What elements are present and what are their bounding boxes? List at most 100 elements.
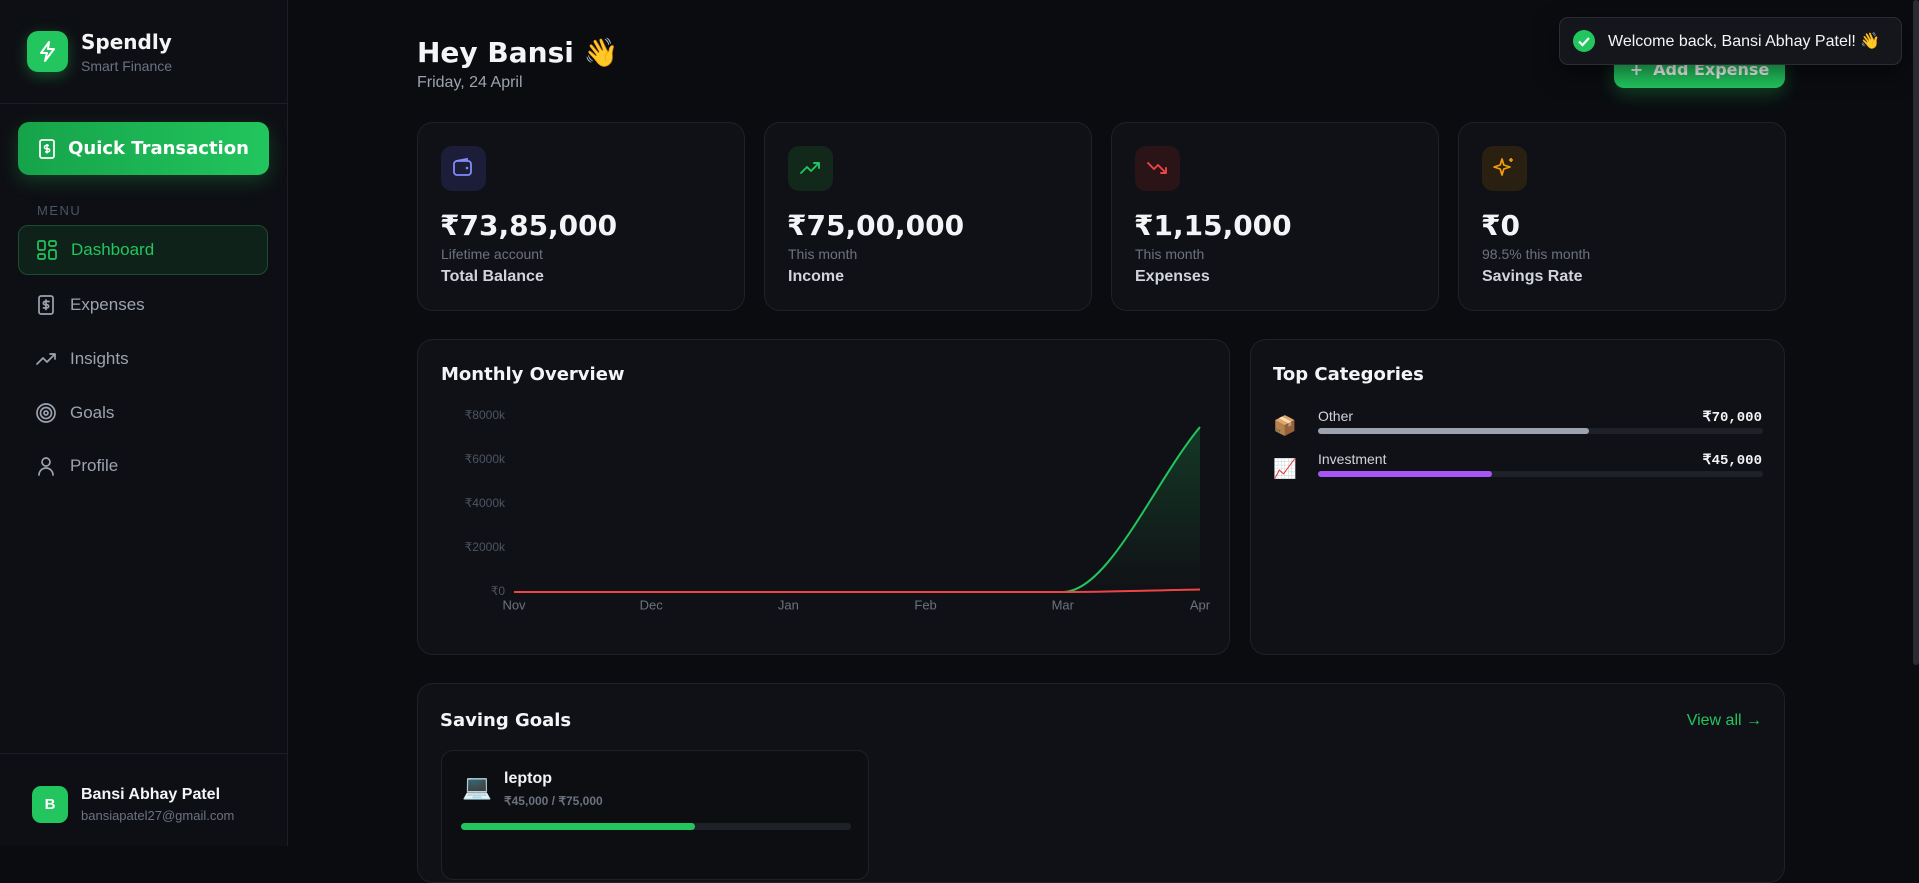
y-tick-label: ₹2000k bbox=[465, 540, 506, 554]
nav-label: Dashboard bbox=[71, 240, 155, 259]
stat-icon bbox=[1135, 146, 1180, 191]
stat-value: ₹0 bbox=[1481, 209, 1520, 242]
quick-transaction-label: Quick Transaction bbox=[68, 138, 249, 159]
x-tick-label: Jan bbox=[778, 597, 799, 612]
goal-icon: 💻 bbox=[462, 774, 492, 801]
stat-card: ₹75,00,000 This month Income bbox=[764, 122, 1092, 311]
nav-icon bbox=[36, 353, 56, 365]
greeting: Hey Bansi 👋 bbox=[417, 36, 619, 69]
receipt-icon bbox=[39, 138, 55, 159]
nav-item[interactable]: Profile bbox=[18, 441, 268, 491]
y-tick-label: ₹4000k bbox=[465, 496, 506, 510]
nav-icon bbox=[37, 240, 57, 260]
category-bar-track bbox=[1318, 428, 1763, 434]
bolt-icon bbox=[40, 41, 55, 62]
line bbox=[514, 588, 1201, 593]
y-tick-label: ₹8000k bbox=[465, 408, 506, 422]
category-icon: 📦 bbox=[1273, 416, 1297, 437]
stat-caption: 98.5% this month bbox=[1482, 246, 1591, 262]
scrollbar-thumb bbox=[1913, 0, 1919, 665]
stat-value: ₹1,15,000 bbox=[1134, 209, 1292, 242]
x-tick-label: Nov bbox=[502, 597, 526, 612]
stat-card: ₹0 98.5% this month Savings Rate bbox=[1458, 122, 1786, 311]
stat-icon bbox=[441, 146, 486, 191]
stat-icon-glyph bbox=[1147, 162, 1167, 174]
nav-label: Expenses bbox=[70, 295, 145, 314]
nav-item[interactable]: Expenses bbox=[18, 280, 268, 330]
brand: Spendly bbox=[81, 30, 172, 54]
divider bbox=[0, 103, 287, 104]
stat-card: ₹1,15,000 This month Expenses bbox=[1111, 122, 1439, 311]
line-chart: Monthly Overview ₹0 ₹2000k ₹4000k ₹6000k ₹80… bbox=[441, 364, 1211, 612]
stat-label: Income bbox=[788, 268, 845, 285]
toast-message: Welcome back, Bansi Abhay Patel! 👋 bbox=[1608, 33, 1881, 50]
x-tick-label: Mar bbox=[1052, 597, 1075, 612]
view-all-link[interactable]: View all → bbox=[1686, 712, 1762, 729]
stat-caption: This month bbox=[788, 246, 858, 262]
sidebar: Spendly Smart Finance Quick Transaction … bbox=[0, 0, 288, 846]
nav-label: Insights bbox=[70, 349, 129, 368]
stat-icon-glyph bbox=[800, 162, 820, 174]
monthly-overview-card: Monthly Overview ₹0 ₹2000k ₹4000k ₹6000k ₹80… bbox=[417, 339, 1230, 655]
chart-title: Monthly Overview bbox=[441, 364, 625, 385]
quick-transaction-button[interactable]: Quick Transaction bbox=[18, 122, 269, 175]
stat-label: Total Balance bbox=[441, 268, 544, 285]
stat-icon-glyph bbox=[1493, 158, 1513, 176]
nav-label: Profile bbox=[70, 456, 119, 475]
x-tick-label: Dec bbox=[640, 597, 664, 612]
nav-icon bbox=[36, 403, 56, 423]
y-tick-label: ₹6000k bbox=[465, 452, 506, 466]
category-icon: 📈 bbox=[1273, 459, 1297, 480]
category-name: Investment bbox=[1318, 451, 1387, 467]
stat-caption: Lifetime account bbox=[441, 246, 543, 262]
toast: Welcome back, Bansi Abhay Patel! 👋 bbox=[1559, 17, 1902, 65]
goal-name: leptop bbox=[504, 770, 552, 787]
toast-check-icon bbox=[1573, 30, 1595, 52]
stat-icon bbox=[1482, 146, 1527, 191]
top-categories-title: Top Categories bbox=[1273, 364, 1424, 385]
logo-icon bbox=[27, 31, 68, 72]
goal-bar bbox=[461, 823, 695, 830]
stat-value: ₹75,00,000 bbox=[787, 209, 965, 242]
x-tick-label: Feb bbox=[914, 597, 936, 612]
y-tick-label: ₹0 bbox=[491, 584, 506, 598]
date: Friday, 24 April bbox=[417, 74, 523, 91]
nav-item[interactable]: Dashboard bbox=[18, 225, 268, 275]
saving-goals-title: Saving Goals bbox=[440, 710, 572, 731]
avatar: B bbox=[32, 786, 68, 823]
category-amount: ₹70,000 bbox=[1702, 410, 1762, 426]
stat-caption: This month bbox=[1135, 246, 1205, 262]
line bbox=[514, 426, 1201, 593]
menu-label: MENU bbox=[37, 203, 82, 218]
goal-progress-label: ₹45,000 / ₹75,000 bbox=[504, 794, 603, 808]
stat-icon bbox=[788, 146, 833, 191]
stat-value: ₹73,85,000 bbox=[440, 209, 618, 242]
stat-icon-glyph bbox=[453, 157, 472, 176]
goal-card: 💻 leptop ₹45,000 / ₹75,000 bbox=[441, 750, 869, 880]
user-name: Bansi Abhay Patel bbox=[81, 786, 221, 803]
nav-icon bbox=[38, 457, 54, 476]
category-bar bbox=[1318, 471, 1493, 477]
x-tick-label: Apr bbox=[1190, 597, 1211, 612]
category-bar bbox=[1318, 428, 1589, 434]
nav-icon bbox=[38, 295, 54, 315]
user-email: bansiapatel27@gmail.com bbox=[81, 808, 235, 823]
top-categories-card: Top Categories 📦 Other ₹70,000 📈 Investment ₹… bbox=[1250, 339, 1785, 655]
stat-label: Savings Rate bbox=[1482, 268, 1583, 285]
nav-item[interactable]: Insights bbox=[18, 334, 268, 384]
stat-card: ₹73,85,000 Lifetime account Total Balance bbox=[417, 122, 745, 311]
tagline: Smart Finance bbox=[81, 58, 173, 74]
nav-label: Goals bbox=[70, 403, 115, 422]
saving-goals-card: Saving Goals View all → 💻 leptop ₹45,000 /… bbox=[417, 683, 1785, 883]
area bbox=[514, 427, 1200, 592]
category-name: Other bbox=[1318, 408, 1354, 424]
category-bar-track bbox=[1318, 471, 1763, 477]
nav-item[interactable]: Goals bbox=[18, 388, 268, 438]
goal-bar-track bbox=[461, 823, 851, 830]
avatar-initial: B bbox=[44, 796, 56, 813]
divider bbox=[0, 753, 287, 754]
stat-label: Expenses bbox=[1135, 268, 1210, 285]
category-amount: ₹45,000 bbox=[1702, 453, 1762, 469]
